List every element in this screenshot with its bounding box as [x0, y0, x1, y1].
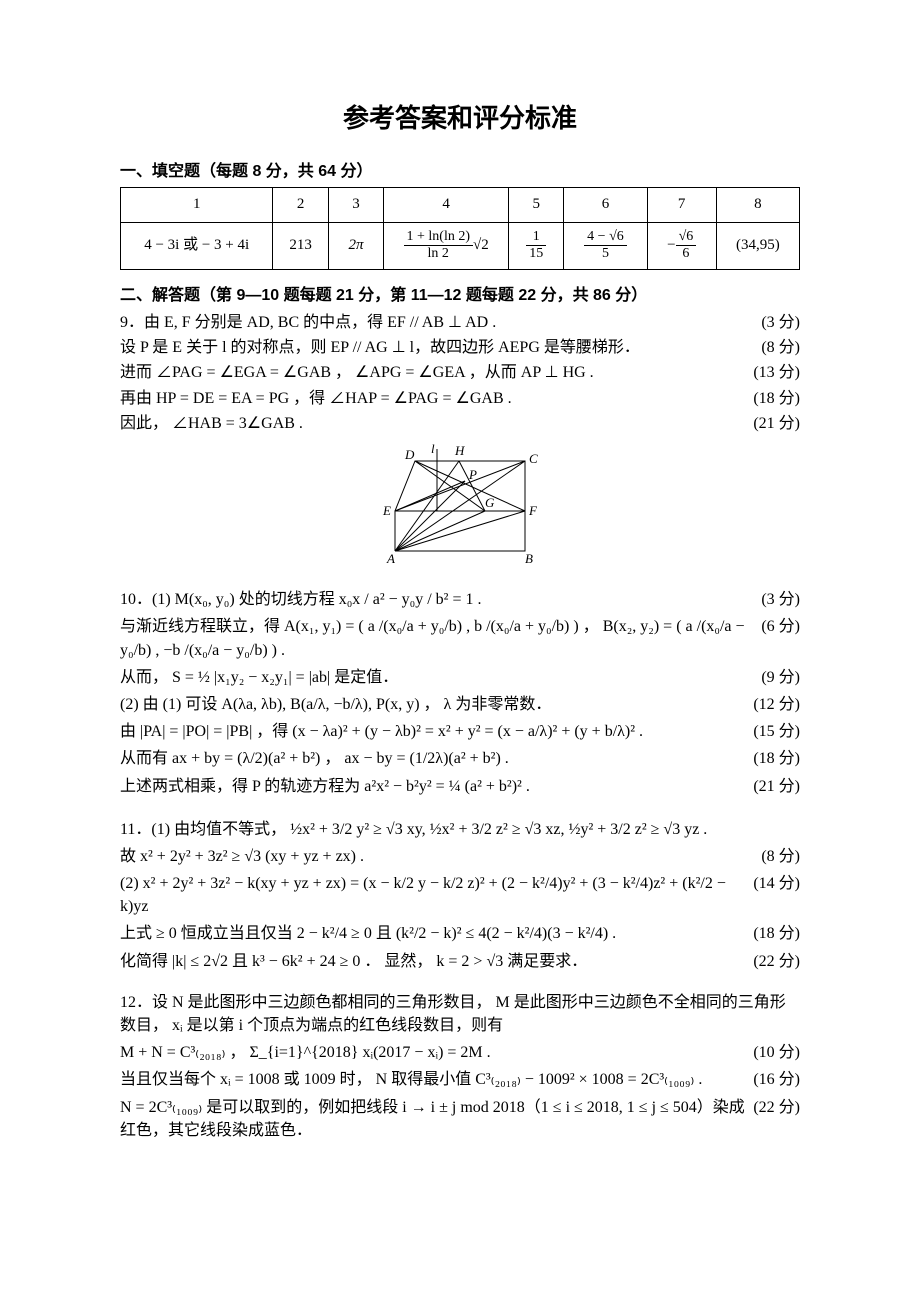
- points: (8 分): [753, 845, 800, 868]
- points: (8 分): [753, 336, 800, 359]
- q10-line: 从而有 ax + by = (λ/2)(a² + b²) ， ax − by =…: [120, 747, 745, 770]
- col-header: 6: [564, 187, 647, 222]
- points: (13 分): [745, 361, 800, 384]
- points: (3 分): [753, 311, 800, 334]
- page-title: 参考答案和评分标准: [120, 100, 800, 138]
- points: (6 分): [753, 615, 800, 638]
- ans-3: 2π: [328, 222, 383, 269]
- q11: 11．(1) 由均值不等式， ½x² + 3/2 y² ≥ √3 xy, ½x²…: [120, 818, 800, 973]
- q12-intro: 12．设 N 是此图形中三边颜色都相同的三角形数目， M 是此图形中三边颜色不全…: [120, 991, 800, 1037]
- q10-line: 10．(1) M(x₀, y₀) 处的切线方程 x₀x / a² − y₀y /…: [120, 588, 753, 611]
- points: (21 分): [745, 412, 800, 435]
- section2-heading: 二、解答题（第 9—10 题每题 21 分，第 11—12 题每题 22 分，共…: [120, 284, 800, 307]
- points: (18 分): [745, 747, 800, 770]
- ans-1: 4 − 3i 或 − 3 + 4i: [121, 222, 273, 269]
- points: (18 分): [745, 922, 800, 945]
- q9-line: 因此， ∠HAB = 3∠GAB .: [120, 412, 745, 435]
- points: (22 分): [745, 950, 800, 973]
- ans-8: (34,95): [716, 222, 799, 269]
- q12-line: M + N = C³₍₂₀₁₈₎ ， Σ_{i=1}^{2018} xᵢ(201…: [120, 1041, 745, 1064]
- section1-heading: 一、填空题（每题 8 分，共 64 分）: [120, 160, 800, 183]
- q11-line: 上式 ≥ 0 恒成立当且仅当 2 − k²/4 ≥ 0 且 (k²/2 − k)…: [120, 922, 745, 945]
- col-header: 4: [384, 187, 509, 222]
- q12: 12．设 N 是此图形中三边颜色都相同的三角形数目， M 是此图形中三边颜色不全…: [120, 991, 800, 1142]
- col-header: 1: [121, 187, 273, 222]
- q9-line: 再由 HP = DE = EA = PG ，得 ∠HAP = ∠PAG = ∠G…: [120, 387, 745, 410]
- q10-line: (2) 由 (1) 可设 A(λa, λb), B(a/λ, −b/λ), P(…: [120, 693, 745, 716]
- q11-line: 化简得 |k| ≤ 2√2 且 k³ − 6k² + 24 ≥ 0 ． 显然， …: [120, 950, 745, 973]
- points: (12 分): [745, 693, 800, 716]
- col-header: 7: [647, 187, 716, 222]
- q10-line: 由 |PA| = |PO| = |PB| ，得 (x − λa)² + (y −…: [120, 720, 745, 743]
- q9-line: 9．由 E, F 分别是 AD, BC 的中点，得 EF // AB ⊥ AD …: [120, 311, 753, 334]
- table-row: 4 − 3i 或 − 3 + 4i 213 2π 1 + ln(ln 2)ln …: [121, 222, 800, 269]
- answers-table: 1 2 3 4 5 6 7 8 4 − 3i 或 − 3 + 4i 213 2π…: [120, 187, 800, 270]
- points: (16 分): [745, 1068, 800, 1091]
- q10: 10．(1) M(x₀, y₀) 处的切线方程 x₀x / a² − y₀y /…: [120, 588, 800, 798]
- points: (10 分): [745, 1041, 800, 1064]
- label-l: l: [431, 441, 435, 456]
- ans-5: 115: [508, 222, 563, 269]
- q10-line: 上述两式相乘，得 P 的轨迹方程为 a²x² − b²y² = ¼ (a² + …: [120, 775, 745, 798]
- points: (21 分): [745, 775, 800, 798]
- ans-7: −√66: [647, 222, 716, 269]
- points: (14 分): [745, 872, 800, 895]
- label-E: E: [382, 503, 391, 518]
- points: (18 分): [745, 387, 800, 410]
- q10-line: 从而， S = ½ |x₁y₂ − x₂y₁| = |ab| 是定值．: [120, 666, 753, 689]
- col-header: 3: [328, 187, 383, 222]
- q12-line: 当且仅当每个 xᵢ = 1008 或 1009 时， N 取得最小值 C³₍₂₀…: [120, 1068, 745, 1091]
- points: (22 分): [745, 1096, 800, 1119]
- label-A: A: [386, 551, 395, 566]
- points: (9 分): [753, 666, 800, 689]
- label-F: F: [528, 503, 538, 518]
- col-header: 2: [273, 187, 328, 222]
- trapezoid-diagram: l H D C P E G F A B: [365, 441, 555, 571]
- col-header: 8: [716, 187, 799, 222]
- table-row: 1 2 3 4 5 6 7 8: [121, 187, 800, 222]
- q10-line: 与渐近线方程联立，得 A(x₁, y₁) = ( a /(x₀/a + y₀/b…: [120, 615, 753, 661]
- label-P: P: [468, 467, 477, 482]
- q9-diagram: l H D C P E G F A B: [120, 441, 800, 578]
- q9-line: 进而 ∠PAG = ∠EGA = ∠GAB ， ∠APG = ∠GEA ，从而 …: [120, 361, 745, 384]
- label-D: D: [404, 447, 415, 462]
- label-G: G: [485, 495, 495, 510]
- q11-line: (2) x² + 2y² + 3z² − k(xy + yz + zx) = (…: [120, 872, 745, 918]
- q11-line: 故 x² + 2y² + 3z² ≥ √3 (xy + yz + zx) .: [120, 845, 753, 868]
- col-header: 5: [508, 187, 563, 222]
- label-H: H: [454, 443, 465, 458]
- label-C: C: [529, 451, 538, 466]
- ans-2: 213: [273, 222, 328, 269]
- points: (15 分): [745, 720, 800, 743]
- q12-line: N = 2C³₍₁₀₀₉₎ 是可以取到的，例如把线段 i → i ± j mod…: [120, 1096, 745, 1142]
- q9: 9．由 E, F 分别是 AD, BC 的中点，得 EF // AB ⊥ AD …: [120, 311, 800, 435]
- q11-line: 11．(1) 由均值不等式， ½x² + 3/2 y² ≥ √3 xy, ½x²…: [120, 818, 792, 841]
- ans-4: 1 + ln(ln 2)ln 2√2: [384, 222, 509, 269]
- ans-6: 4 − √65: [564, 222, 647, 269]
- points: (3 分): [753, 588, 800, 611]
- label-B: B: [525, 551, 533, 566]
- q9-line: 设 P 是 E 关于 l 的对称点，则 EP // AG ⊥ l，故四边形 AE…: [120, 336, 753, 359]
